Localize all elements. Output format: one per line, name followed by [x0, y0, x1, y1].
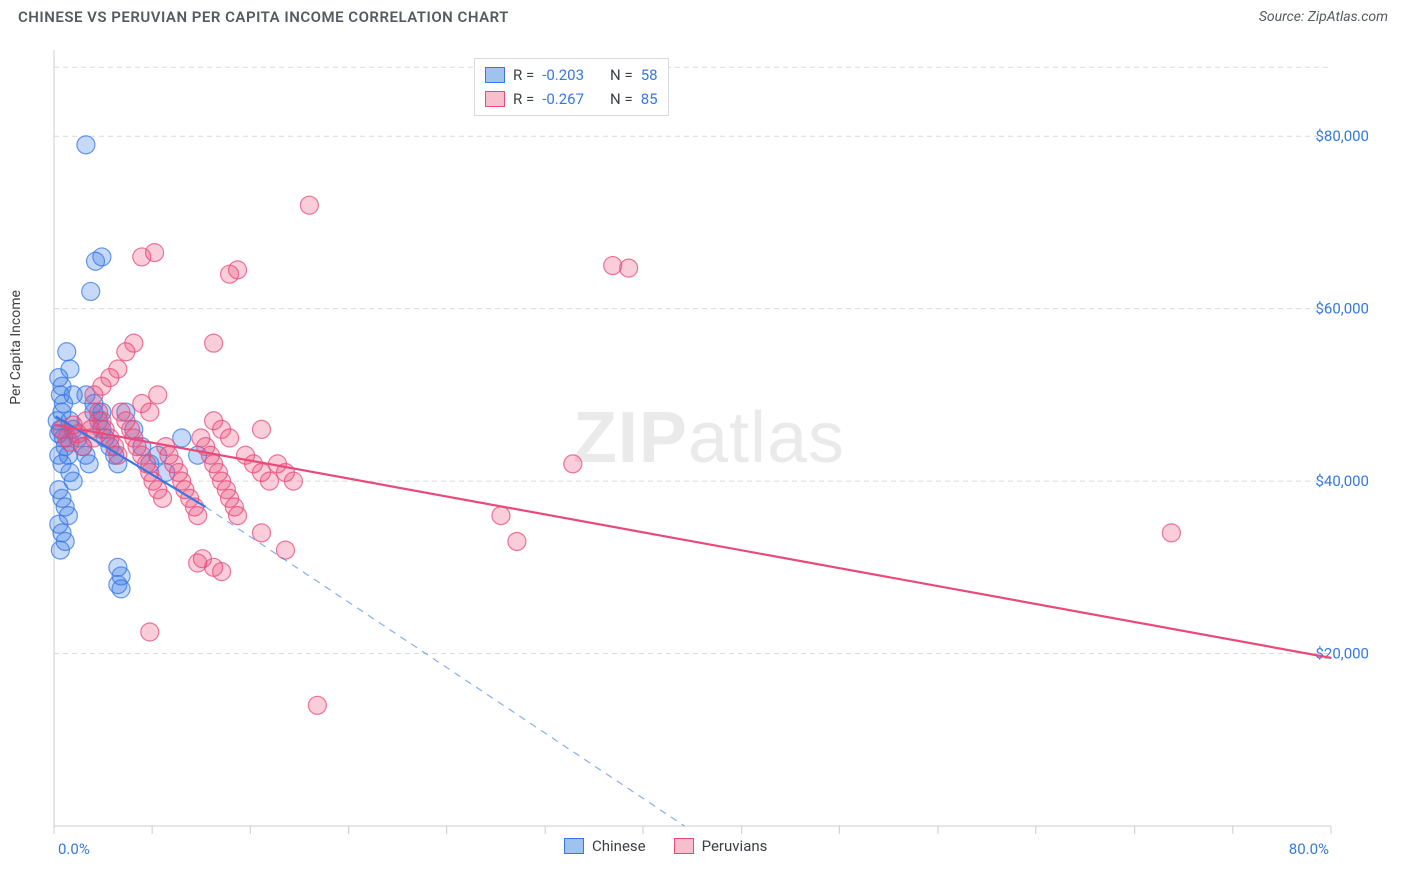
chart-title: CHINESE VS PERUVIAN PER CAPITA INCOME CO… [18, 8, 509, 26]
legend-item: Peruvians [674, 837, 768, 855]
stats-row: R = -0.267 N = 85 [485, 87, 658, 111]
r-label: R = [513, 63, 534, 87]
correlation-stats-box: R = -0.203 N = 58 R = -0.267 N = 85 [474, 58, 669, 116]
svg-text:$60,000: $60,000 [1315, 300, 1369, 318]
legend-item: Chinese [564, 837, 646, 855]
source-attribution: Source: ZipAtlas.com [1259, 9, 1388, 25]
chart-area: Per Capita Income ZIPatlas $20,000$40,00… [34, 44, 1384, 864]
n-value: 58 [641, 63, 658, 87]
legend-label: Chinese [592, 837, 646, 855]
r-value: -0.267 [542, 87, 584, 111]
stats-row: R = -0.203 N = 58 [485, 63, 658, 87]
legend: Chinese Peruvians [564, 837, 767, 855]
r-value: -0.203 [542, 63, 584, 87]
svg-text:$80,000: $80,000 [1315, 127, 1369, 145]
n-label: N = [610, 63, 633, 87]
series-swatch [485, 67, 505, 83]
n-value: 85 [641, 87, 658, 111]
legend-label: Peruvians [702, 837, 768, 855]
r-label: R = [513, 87, 534, 111]
svg-text:$40,000: $40,000 [1315, 472, 1369, 490]
series-swatch [485, 91, 505, 107]
n-label: N = [610, 87, 633, 111]
legend-swatch [674, 838, 694, 854]
scatter-plot: $20,000 $40,000 $60,000 $80,000 0.0% 80.0% [46, 44, 1376, 864]
svg-text:0.0%: 0.0% [58, 840, 90, 858]
svg-text:$20,000: $20,000 [1315, 645, 1369, 663]
svg-text:80.0%: 80.0% [1289, 840, 1329, 858]
y-axis-label: Per Capita Income [8, 290, 24, 405]
legend-swatch [564, 838, 584, 854]
